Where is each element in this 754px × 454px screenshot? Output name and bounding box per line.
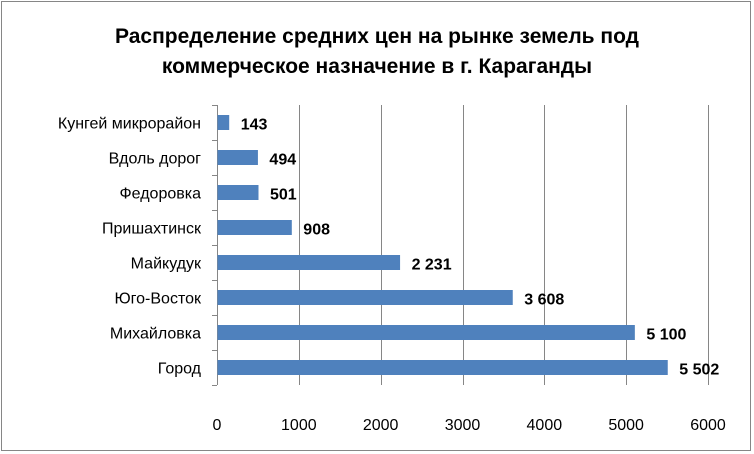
chart-title: Распределение средних цен на рынке земел…	[0, 22, 754, 82]
data-label-6: 5 100	[646, 327, 686, 344]
category-label-0: Кунгей микрорайон	[58, 116, 201, 133]
data-label-0: 143	[241, 117, 268, 134]
bar-6	[217, 325, 635, 340]
x-tick-label-6: 6000	[690, 417, 726, 434]
x-tick-label-3: 3000	[445, 417, 481, 434]
category-label-4: Майкудук	[131, 256, 202, 273]
bar-1	[217, 150, 258, 165]
bar-7	[217, 360, 668, 375]
x-tick-label-5: 5000	[608, 417, 644, 434]
category-label-6: Михайловка	[110, 326, 201, 343]
category-label-3: Пришахтинск	[102, 221, 202, 238]
data-label-4: 2 231	[412, 257, 452, 274]
bar-4	[217, 255, 401, 270]
x-tick-label-1: 1000	[281, 417, 317, 434]
bar-5	[217, 290, 513, 305]
category-label-2: Федоровка	[120, 186, 202, 203]
category-label-7: Город	[158, 361, 202, 378]
bar-0	[217, 115, 230, 130]
x-tick-label-0: 0	[213, 417, 222, 434]
data-label-3: 908	[303, 222, 330, 239]
category-label-5: Юго-Восток	[115, 291, 202, 308]
data-label-7: 5 502	[679, 362, 719, 379]
chart-title-line-2: коммерческое назначение в г. Караганды	[161, 55, 593, 78]
x-tick-label-2: 2000	[363, 417, 399, 434]
data-label-1: 494	[269, 152, 296, 169]
data-label-5: 3 608	[524, 292, 564, 309]
bar-3	[217, 220, 292, 235]
category-label-1: Вдоль дорог	[109, 151, 202, 168]
bar-2	[217, 185, 259, 200]
chart-title-line-1: Распределение средних цен на рынке земел…	[115, 25, 639, 48]
data-label-2: 501	[270, 187, 297, 204]
x-tick-label-4: 4000	[527, 417, 563, 434]
